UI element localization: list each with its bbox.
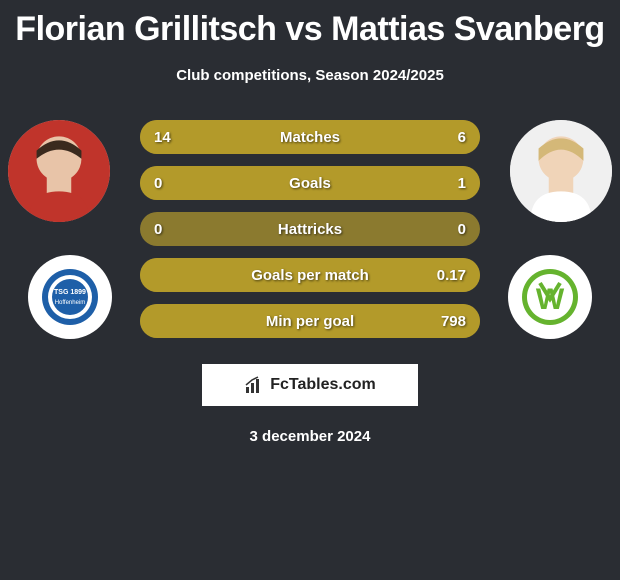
stat-row: 0 Goals 1 bbox=[140, 166, 480, 200]
stat-left-value: 14 bbox=[154, 129, 171, 146]
avatar-placeholder-icon bbox=[8, 120, 110, 222]
stat-label: Hattricks bbox=[278, 221, 342, 238]
branding-text: FcTables.com bbox=[270, 376, 376, 394]
stat-right-value: 0.17 bbox=[437, 267, 466, 284]
stat-right-value: 1 bbox=[458, 175, 466, 192]
stat-row: Min per goal 798 bbox=[140, 304, 480, 338]
stat-row: 14 Matches 6 bbox=[140, 120, 480, 154]
subtitle: Club competitions, Season 2024/2025 bbox=[0, 67, 620, 84]
player-left-avatar bbox=[8, 120, 110, 222]
stat-right-value: 798 bbox=[441, 313, 466, 330]
stat-right-value: 0 bbox=[458, 221, 466, 238]
stats-area: TSG 1899 Hoffenheim W 14Matches60Goals10… bbox=[0, 120, 620, 338]
svg-text:Hoffenheim: Hoffenheim bbox=[55, 300, 86, 306]
stat-left-value: 0 bbox=[154, 175, 162, 192]
chart-icon bbox=[244, 375, 264, 395]
hoffenheim-badge-icon: TSG 1899 Hoffenheim bbox=[40, 267, 100, 327]
stat-label: Matches bbox=[280, 129, 340, 146]
avatar-placeholder-icon bbox=[510, 120, 612, 222]
stat-row: 0 Hattricks 0 bbox=[140, 212, 480, 246]
stat-right-value: 6 bbox=[458, 129, 466, 146]
svg-text:TSG 1899: TSG 1899 bbox=[54, 289, 86, 296]
page-title: Florian Grillitsch vs Mattias Svanberg bbox=[0, 0, 620, 49]
stat-left-fill bbox=[140, 120, 378, 154]
branding-box: FcTables.com bbox=[202, 364, 418, 406]
stat-label: Min per goal bbox=[266, 313, 354, 330]
date-text: 3 december 2024 bbox=[0, 428, 620, 445]
player-right-club-badge: W bbox=[508, 255, 592, 339]
player-right-avatar bbox=[510, 120, 612, 222]
wolfsburg-badge-icon: W bbox=[520, 267, 580, 327]
stat-left-value: 0 bbox=[154, 221, 162, 238]
stat-label: Goals bbox=[289, 175, 331, 192]
stat-rows: 14 Matches 6 0 Goals 1 0 Hattricks 0 Goals per ma… bbox=[140, 120, 480, 338]
stat-label: Goals per match bbox=[251, 267, 369, 284]
player-left-club-badge: TSG 1899 Hoffenheim bbox=[28, 255, 112, 339]
stat-row: Goals per match 0.17 bbox=[140, 258, 480, 292]
